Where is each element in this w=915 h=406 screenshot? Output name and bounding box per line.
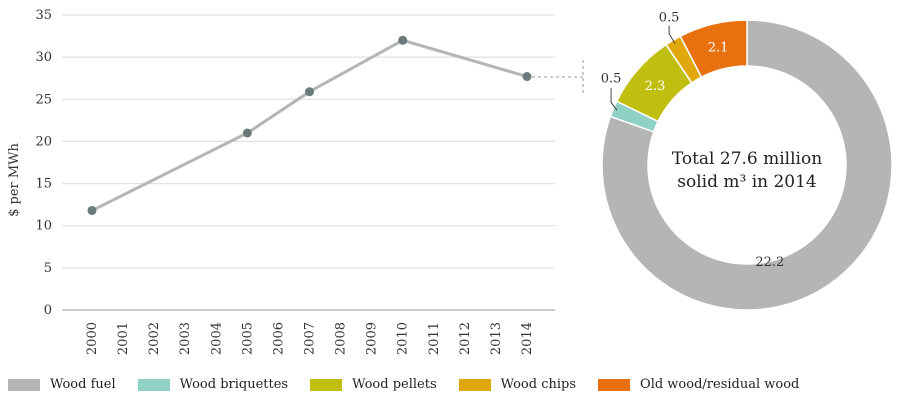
x-tick-label: 2007 xyxy=(303,322,318,355)
center-text-line-1: Total 27.6 million xyxy=(672,149,822,169)
donut-center-text: Total 27.6 million solid m³ in 2014 xyxy=(672,149,822,192)
legend-label: Wood chips xyxy=(500,377,577,392)
legend-swatch xyxy=(598,378,631,391)
legend-label: Wood pellets xyxy=(352,377,437,392)
x-tick-label: 2001 xyxy=(116,322,131,355)
line-series xyxy=(87,35,532,216)
y-tick-labels: 0 5 10 15 20 25 30 35 xyxy=(35,8,52,318)
legend-label: Wood fuel xyxy=(50,377,116,392)
x-tick-label: 2005 xyxy=(240,322,255,355)
donut-chart: 22.2 0.5 2.3 0.5 2.1 xyxy=(601,11,893,311)
donut-slice xyxy=(679,19,748,79)
legend-item: Wood fuel xyxy=(8,377,116,392)
data-point xyxy=(87,206,97,216)
data-point xyxy=(242,128,252,138)
x-tick-label: 2011 xyxy=(427,322,442,355)
series-line xyxy=(91,38,528,212)
x-tick-label: 2006 xyxy=(271,322,286,355)
legend-swatch xyxy=(458,378,491,391)
center-text-line-2: solid m³ in 2014 xyxy=(677,172,817,192)
donut-slice xyxy=(601,19,893,311)
x-tick-labels: 2000 2001 2002 2003 2004 2005 2006 2007 2008 2009… xyxy=(85,322,535,355)
x-tick-label: 2000 xyxy=(85,322,100,355)
x-tick-label: 2013 xyxy=(489,322,504,355)
slice-label: 2.3 xyxy=(645,79,666,94)
slice-label: 0.5 xyxy=(601,71,622,86)
x-tick-label: 2009 xyxy=(365,322,380,355)
y-tick-label: 20 xyxy=(35,134,52,149)
y-tick-label: 10 xyxy=(35,219,52,234)
x-tick-label: 2012 xyxy=(458,322,473,355)
legend: Wood fuel Wood briquettes Wood pellets Wood… xyxy=(8,377,821,392)
legend-item: Wood briquettes xyxy=(137,377,289,392)
legend-label: Old wood/residual wood xyxy=(640,377,800,392)
data-point xyxy=(398,35,408,45)
legend-item: Wood chips xyxy=(458,377,577,392)
data-point xyxy=(522,72,532,82)
x-tick-label: 2004 xyxy=(209,322,224,355)
x-tick-label: 2002 xyxy=(147,322,162,355)
leader-line xyxy=(668,25,676,44)
slice-label: 22.2 xyxy=(755,255,784,270)
y-tick-label: 5 xyxy=(44,261,52,276)
y-tick-label: 35 xyxy=(35,8,52,23)
x-tick-label: 2008 xyxy=(334,322,349,355)
legend-swatch xyxy=(137,378,170,391)
y-tick-label: 25 xyxy=(35,92,52,107)
legend-label: Wood briquettes xyxy=(179,377,289,392)
y-tick-label: 30 xyxy=(35,50,52,65)
slice-label: 0.5 xyxy=(659,11,680,26)
x-tick-label: 2014 xyxy=(520,322,535,355)
slice-label: 2.1 xyxy=(708,40,729,55)
y-axis-label: $ per MWh xyxy=(7,142,22,216)
legend-item: Old wood/residual wood xyxy=(598,377,799,392)
y-tick-label: 15 xyxy=(35,177,52,192)
legend-swatch xyxy=(8,378,40,391)
legend-swatch xyxy=(310,378,343,391)
legend-item: Wood pellets xyxy=(310,377,437,392)
y-tick-label: 0 xyxy=(44,303,52,318)
y-gridlines xyxy=(62,14,555,311)
x-tick-label: 2010 xyxy=(396,322,411,355)
data-point xyxy=(305,87,314,97)
leader-line xyxy=(610,88,618,111)
x-tick-label: 2003 xyxy=(178,322,193,355)
